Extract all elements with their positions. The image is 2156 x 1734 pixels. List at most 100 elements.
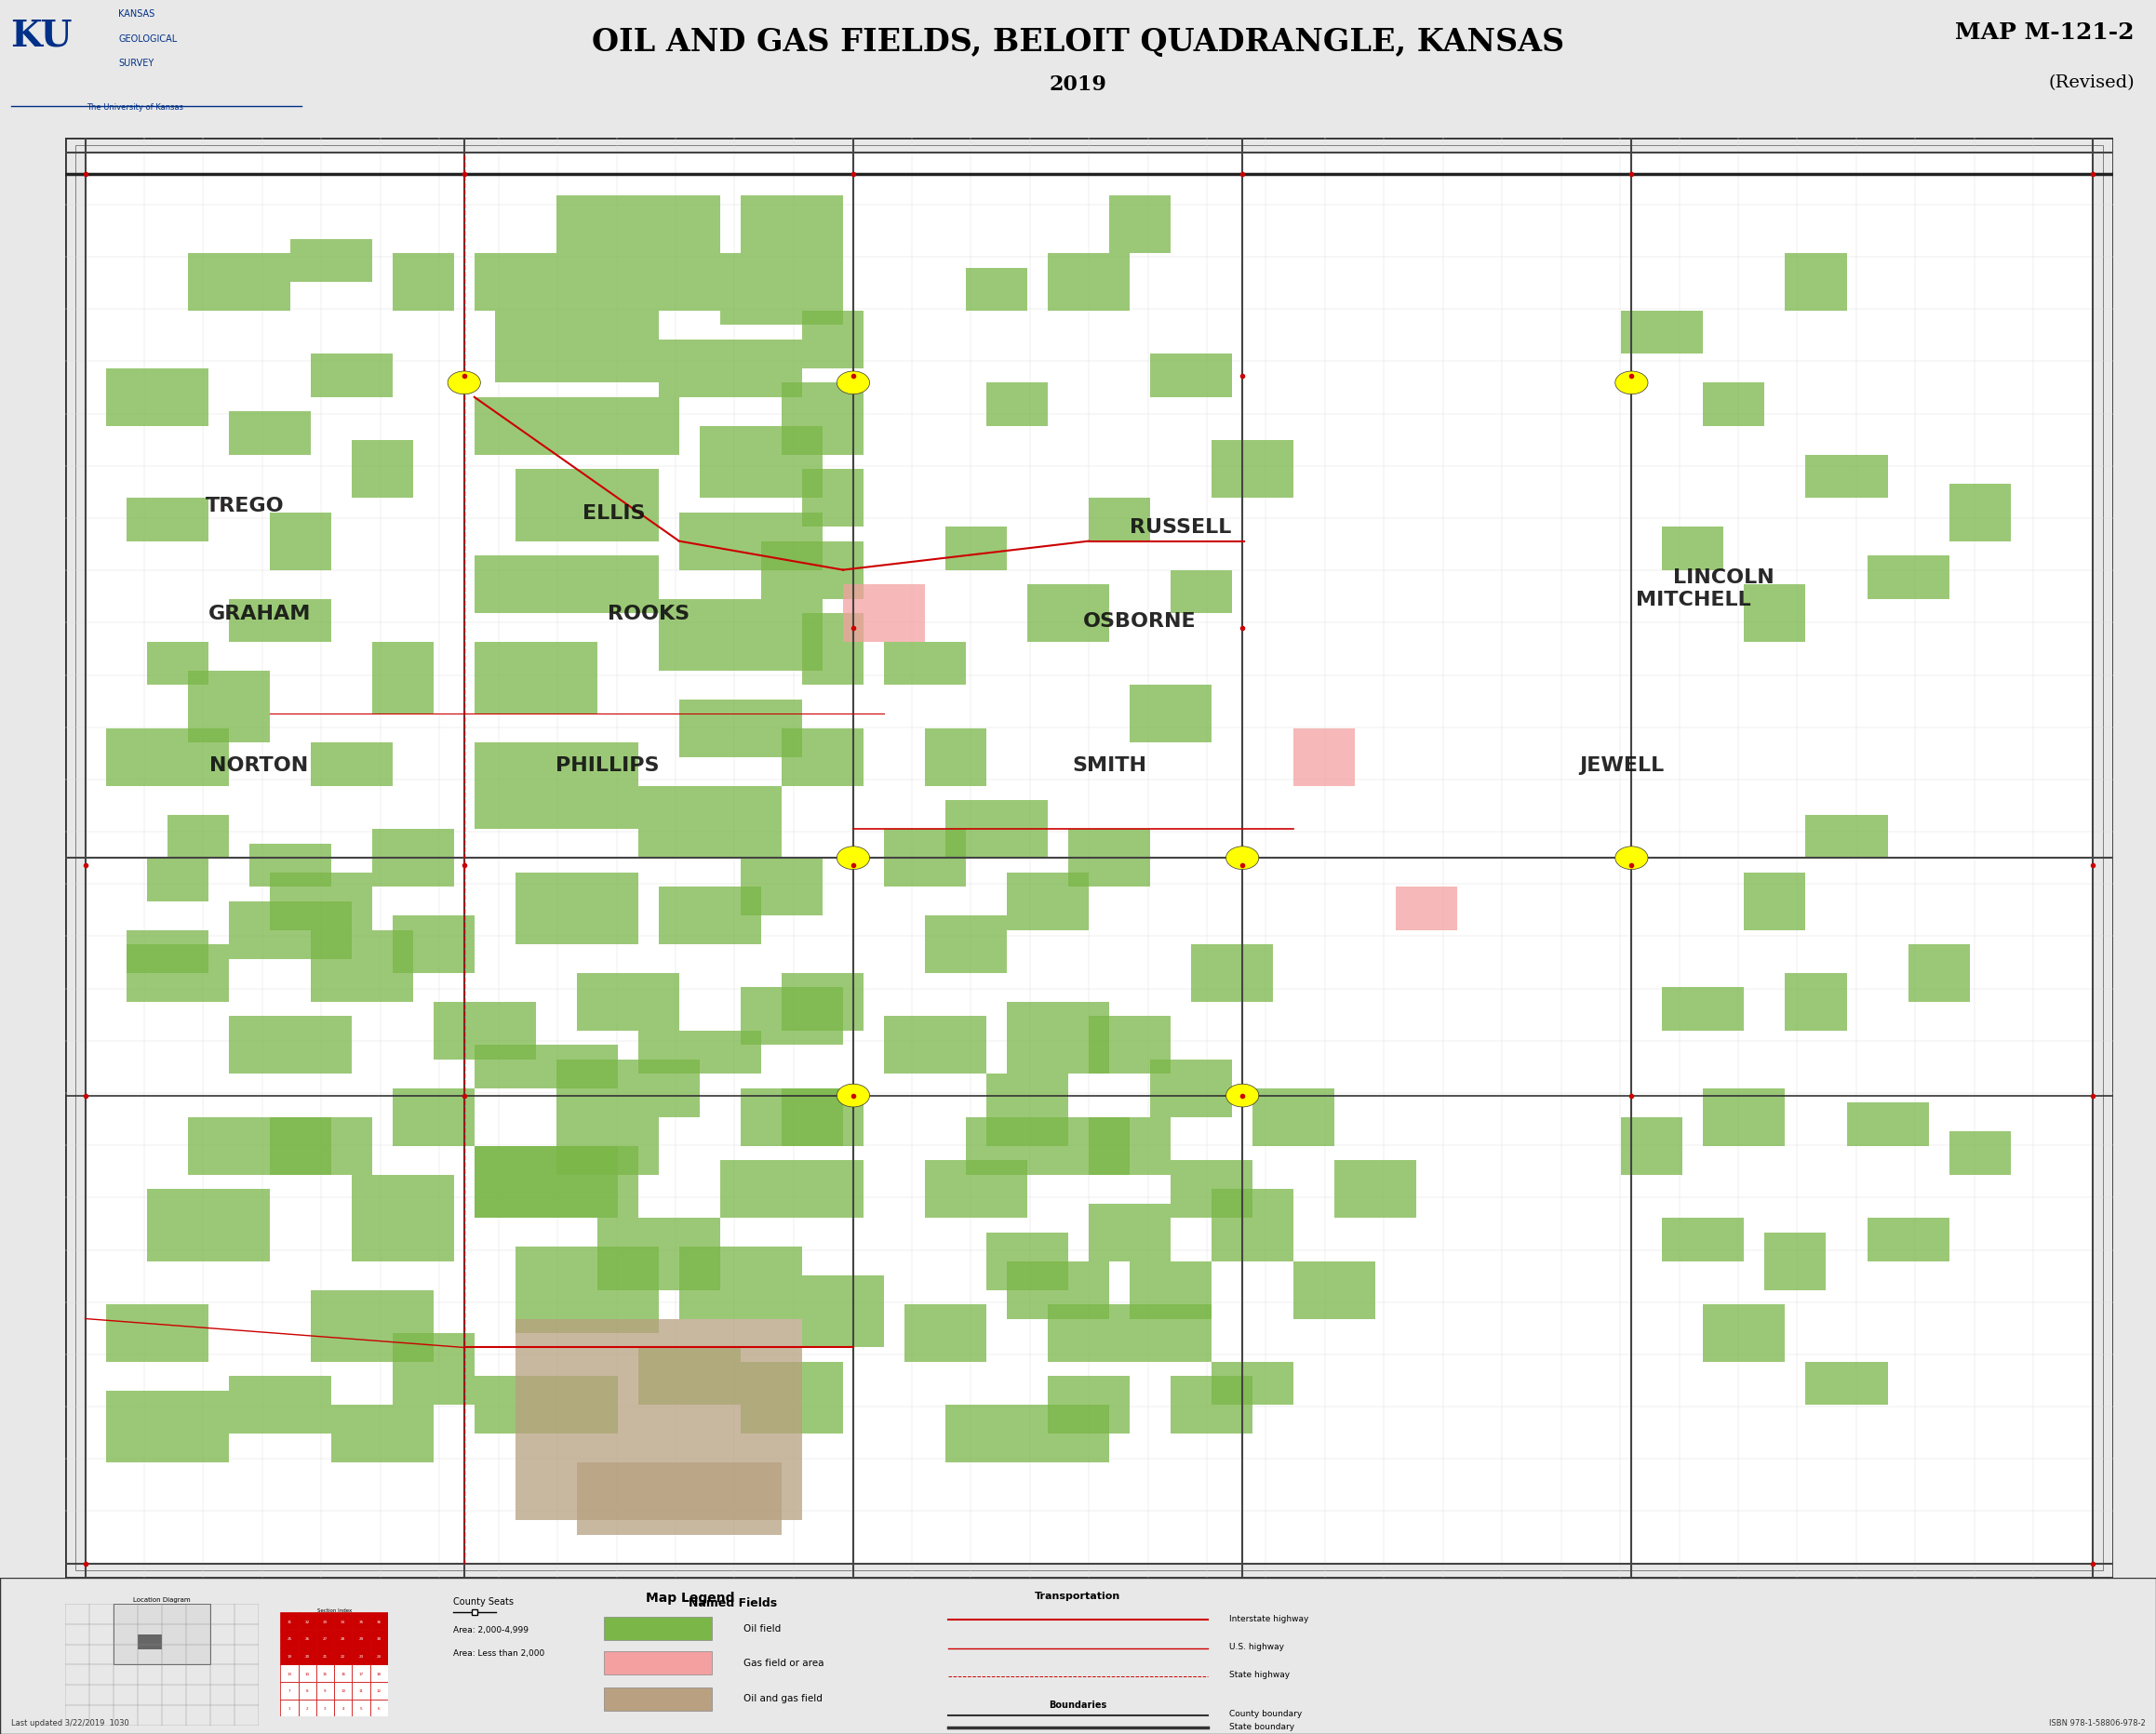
Text: 18: 18 (377, 1672, 382, 1675)
Text: ELLIS: ELLIS (582, 503, 645, 522)
Bar (351, 1630, 371, 1647)
Text: 15: 15 (323, 1672, 328, 1675)
Bar (903, 1304, 985, 1363)
Bar (474, 1146, 638, 1219)
Bar (761, 541, 862, 600)
Bar (392, 916, 474, 973)
Bar (638, 787, 780, 858)
Bar (138, 1633, 162, 1649)
Text: LINCOLN: LINCOLN (1673, 569, 1774, 588)
Bar (1662, 988, 1744, 1032)
Bar (392, 1333, 474, 1405)
Bar (229, 1016, 351, 1073)
Bar (298, 1613, 317, 1630)
Text: Transportation: Transportation (1035, 1590, 1121, 1600)
Text: 21: 21 (323, 1654, 328, 1658)
Bar (334, 1699, 351, 1717)
Bar (280, 1613, 298, 1630)
Bar (802, 470, 862, 527)
Bar (280, 1647, 298, 1665)
Bar (310, 355, 392, 397)
Bar (515, 470, 660, 541)
Bar (1048, 1117, 1130, 1176)
Bar (742, 1089, 843, 1146)
Bar (310, 1290, 433, 1363)
Circle shape (837, 371, 869, 395)
Bar (317, 1699, 334, 1717)
Bar (280, 1699, 298, 1717)
Text: 29: 29 (358, 1637, 364, 1640)
Bar (334, 1613, 351, 1630)
Text: Named Fields: Named Fields (688, 1597, 778, 1609)
Bar (884, 829, 966, 888)
Text: State highway: State highway (1229, 1670, 1289, 1679)
Text: 10: 10 (341, 1689, 345, 1692)
Bar (1212, 1363, 1294, 1405)
Bar (147, 642, 207, 685)
Bar (658, 600, 821, 671)
Bar (576, 1463, 780, 1535)
Bar (317, 1630, 334, 1647)
Bar (802, 1276, 884, 1347)
Bar (229, 600, 332, 642)
Bar (780, 1089, 862, 1146)
Bar (1846, 1103, 1927, 1146)
Text: GEOLOGICAL: GEOLOGICAL (119, 35, 177, 43)
Bar (1048, 253, 1130, 312)
Text: 17: 17 (358, 1672, 364, 1675)
Bar (1662, 1217, 1744, 1261)
Circle shape (1227, 846, 1259, 870)
Bar (576, 973, 679, 1032)
Circle shape (1615, 846, 1647, 870)
Bar (604, 1651, 711, 1675)
Bar (944, 1405, 1026, 1463)
Bar (474, 1377, 617, 1434)
Bar (597, 1219, 720, 1290)
Bar (720, 1160, 862, 1219)
Text: NORTON: NORTON (209, 756, 308, 773)
Text: 33: 33 (323, 1620, 328, 1623)
Text: MITCHELL: MITCHELL (1636, 590, 1751, 609)
Bar (474, 1146, 617, 1219)
Bar (1253, 1089, 1335, 1146)
Text: Gas field or area: Gas field or area (744, 1658, 824, 1666)
Bar (317, 1647, 334, 1665)
Bar (106, 1391, 229, 1463)
Bar (1007, 872, 1089, 929)
Bar (1089, 499, 1149, 541)
Text: 27: 27 (323, 1637, 328, 1640)
Bar (1130, 685, 1212, 744)
Bar (188, 253, 289, 312)
Bar (298, 1699, 317, 1717)
Text: 22: 22 (341, 1654, 345, 1658)
Bar (742, 1363, 843, 1434)
Bar (332, 1405, 433, 1463)
Bar (780, 728, 862, 787)
Bar (1335, 1160, 1416, 1219)
Bar (1026, 584, 1108, 642)
Bar (270, 1117, 373, 1176)
Bar (604, 1687, 711, 1710)
Bar (147, 858, 207, 902)
Bar (298, 1647, 317, 1665)
Bar (1949, 484, 2009, 541)
Bar (147, 1190, 270, 1261)
Text: 4: 4 (343, 1706, 345, 1710)
Bar (985, 1233, 1067, 1290)
Bar (1171, 1160, 1253, 1219)
Bar (1785, 973, 1846, 1032)
Circle shape (1615, 371, 1647, 395)
Bar (1805, 456, 1889, 499)
Bar (1130, 1261, 1212, 1320)
Bar (317, 1682, 334, 1699)
Bar (658, 888, 761, 945)
Text: 35: 35 (358, 1620, 364, 1623)
Bar (515, 1320, 802, 1521)
Text: 11: 11 (358, 1689, 364, 1692)
Bar (742, 988, 843, 1046)
Bar (556, 196, 720, 253)
Text: 14: 14 (304, 1672, 310, 1675)
Text: KANSAS: KANSAS (119, 10, 155, 19)
Bar (280, 1630, 298, 1647)
Bar (1089, 1016, 1171, 1073)
